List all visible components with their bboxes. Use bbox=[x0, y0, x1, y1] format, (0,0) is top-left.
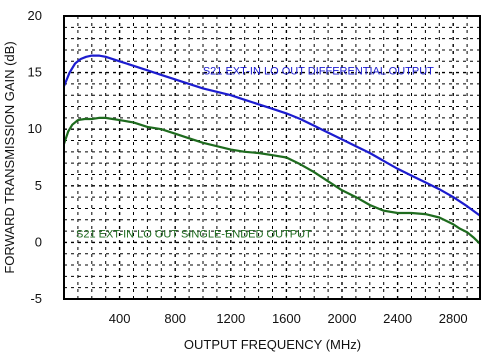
x-tick-label: 1200 bbox=[216, 311, 245, 326]
x-tick-label: 800 bbox=[164, 311, 186, 326]
tick-labels: 400 800 1200 1600 2000 2400 2800 -5 0 5 10 15 20 bbox=[28, 8, 468, 326]
y-tick-label: 10 bbox=[28, 121, 42, 136]
grid bbox=[64, 16, 481, 299]
x-tick-label: 2800 bbox=[439, 311, 468, 326]
x-tick-label: 400 bbox=[109, 311, 131, 326]
series-line-single-ended bbox=[62, 116, 481, 246]
plot-frame bbox=[63, 15, 481, 300]
series-label-differential: S21 EXT-IN LO OUT DIFFERENTIAL OUTPUT bbox=[203, 65, 434, 77]
y-tick-label: 5 bbox=[35, 178, 42, 193]
y-tick-label: -5 bbox=[30, 291, 42, 306]
x-tick-label: 2400 bbox=[383, 311, 412, 326]
y-tick-label: 0 bbox=[35, 234, 42, 249]
series-line-differential bbox=[62, 54, 481, 218]
series-lines bbox=[62, 54, 481, 246]
series-label-single-ended: S21 EXT-IN LO OUT SINGLE-ENDED OUTPUT bbox=[76, 228, 312, 240]
x-axis-title: OUTPUT FREQUENCY (MHz) bbox=[184, 337, 361, 352]
y-tick-label: 20 bbox=[28, 8, 42, 23]
y-tick-label: 15 bbox=[28, 65, 42, 80]
y-axis-title: FORWARD TRANSMISSION GAIN (dB) bbox=[2, 41, 17, 273]
x-tick-label: 1600 bbox=[272, 311, 301, 326]
x-tick-label: 2000 bbox=[328, 311, 357, 326]
